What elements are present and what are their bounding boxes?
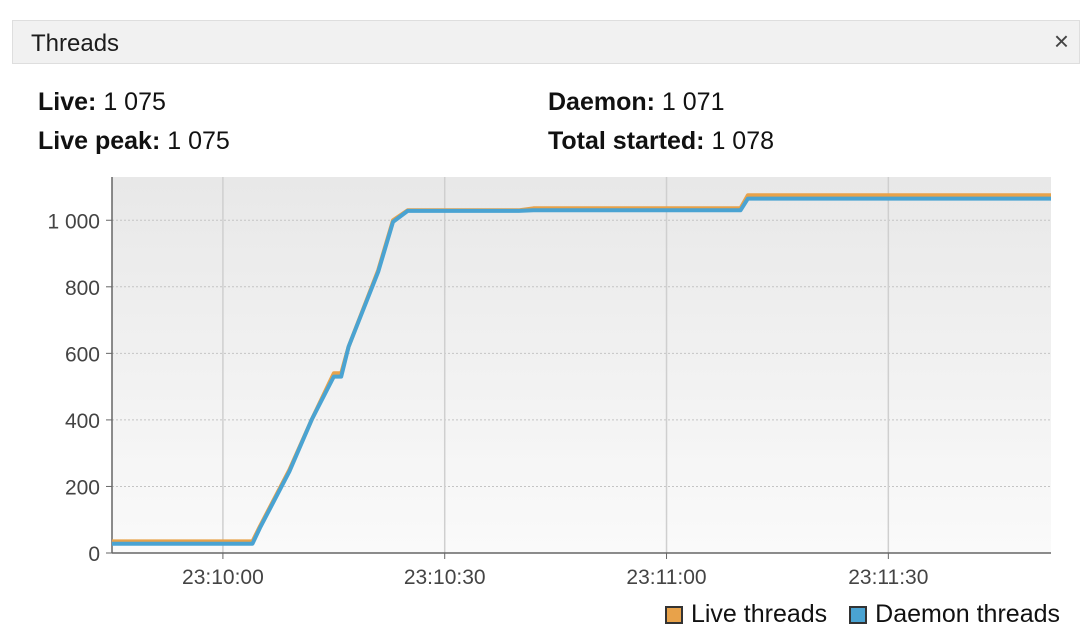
x-tick-label: 23:11:30 [848, 566, 928, 589]
stat-live-peak-value: 1 075 [167, 127, 230, 155]
stat-total-started-label: Total started: [548, 127, 705, 155]
stat-live: Live: 1 075 [38, 88, 166, 117]
stat-live-label: Live: [38, 88, 97, 116]
legend-label-daemon: Daemon threads [875, 600, 1060, 628]
tab-bar: Threads × [12, 20, 1080, 64]
y-tick-label: 0 [88, 543, 100, 566]
stat-daemon: Daemon: 1 071 [548, 88, 724, 117]
y-tick-label: 200 [65, 476, 100, 499]
stat-total-started-value: 1 078 [711, 127, 775, 155]
legend-item-daemon: Daemon threads [849, 600, 1060, 629]
tab-threads[interactable]: Threads [31, 30, 120, 57]
close-icon[interactable]: × [1053, 26, 1069, 56]
x-tick-label: 23:10:30 [404, 566, 486, 589]
legend-swatch-daemon [849, 605, 868, 624]
legend-swatch-live [664, 605, 683, 624]
stat-total-started: Total started: 1 078 [548, 127, 774, 156]
series-line-daemon-threads [112, 196, 1051, 546]
y-tick-label: 400 [65, 410, 100, 433]
x-tick-label: 23:10:00 [182, 566, 264, 589]
legend-item-live: Live threads [664, 600, 828, 629]
x-tick-label: 23:11:00 [626, 566, 706, 589]
legend-label-live: Live threads [690, 600, 828, 628]
stat-live-value: 1 075 [103, 88, 166, 116]
y-tick-label: 1 000 [47, 210, 100, 233]
chart-legend: Live threads Daemon threads [643, 600, 1060, 629]
stat-daemon-label: Daemon: [548, 88, 655, 116]
stat-daemon-value: 1 071 [661, 88, 725, 116]
y-tick-label: 600 [65, 343, 100, 366]
y-tick-label: 800 [65, 277, 100, 300]
stat-live-peak-label: Live peak: [38, 127, 161, 155]
stat-live-peak: Live peak: 1 075 [38, 127, 230, 156]
plot-background [112, 177, 1051, 553]
threads-chart: 0 200 400 600 800 1 000 23:10:00 23:10:30 23:11:… [47, 177, 1051, 589]
